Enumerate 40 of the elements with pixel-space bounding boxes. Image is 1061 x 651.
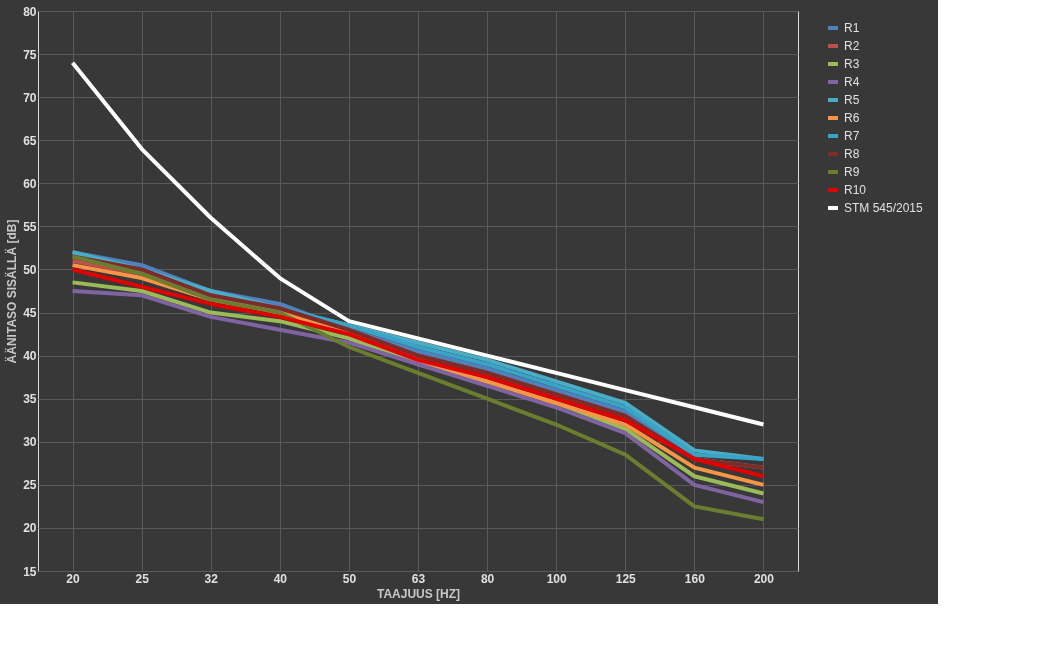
legend-label: R4 bbox=[844, 75, 860, 89]
line-series bbox=[70, 254, 766, 522]
legend-label: R9 bbox=[844, 165, 860, 179]
x-tick-label: 200 bbox=[753, 571, 775, 586]
x-tick-label: 25 bbox=[135, 571, 150, 586]
legend-label: R5 bbox=[844, 93, 860, 107]
line-series bbox=[70, 60, 766, 427]
y-tick-label: 75 bbox=[23, 47, 37, 62]
y-tick-label: 55 bbox=[23, 219, 37, 234]
legend-label: R7 bbox=[844, 129, 860, 143]
y-tick-label: 25 bbox=[23, 478, 37, 493]
y-tick-label: 40 bbox=[23, 349, 37, 364]
x-tick-label: 40 bbox=[273, 571, 288, 586]
legend-label: R8 bbox=[844, 147, 860, 161]
x-tick-label: 160 bbox=[684, 571, 706, 586]
x-tick-label: 20 bbox=[66, 571, 81, 586]
legend-label: R1 bbox=[844, 21, 860, 35]
y-tick-label: 30 bbox=[23, 435, 37, 450]
y-tick-label: 45 bbox=[23, 306, 37, 321]
legend-label: R6 bbox=[844, 111, 860, 125]
y-tick-label: 35 bbox=[23, 392, 37, 407]
x-tick-label: 63 bbox=[411, 571, 426, 586]
x-tick-label: 125 bbox=[615, 571, 637, 586]
y-tick-label: 60 bbox=[23, 176, 37, 191]
y-tick-label: 70 bbox=[23, 90, 37, 105]
y-tick-label: 80 bbox=[23, 4, 37, 19]
x-tick-label: 50 bbox=[342, 571, 357, 586]
x-tick-label: 80 bbox=[480, 571, 495, 586]
x-axis-title: TAAJUUS [HZ] bbox=[376, 586, 461, 601]
legend-label: R3 bbox=[844, 57, 860, 71]
x-tick-label: 100 bbox=[546, 571, 568, 586]
legend-label: R10 bbox=[844, 183, 867, 197]
y-tick-label: 15 bbox=[23, 564, 37, 579]
y-tick-label: 50 bbox=[23, 262, 37, 277]
y-tick-label: 20 bbox=[23, 521, 37, 536]
y-axis-title: ÄÄNITASO SISÄLLÄ [dB] bbox=[4, 219, 20, 364]
legend-label: STM 545/2015 bbox=[844, 201, 924, 215]
y-tick-label: 65 bbox=[23, 133, 37, 148]
legend-label: R2 bbox=[844, 39, 860, 53]
x-tick-label: 32 bbox=[204, 571, 219, 586]
